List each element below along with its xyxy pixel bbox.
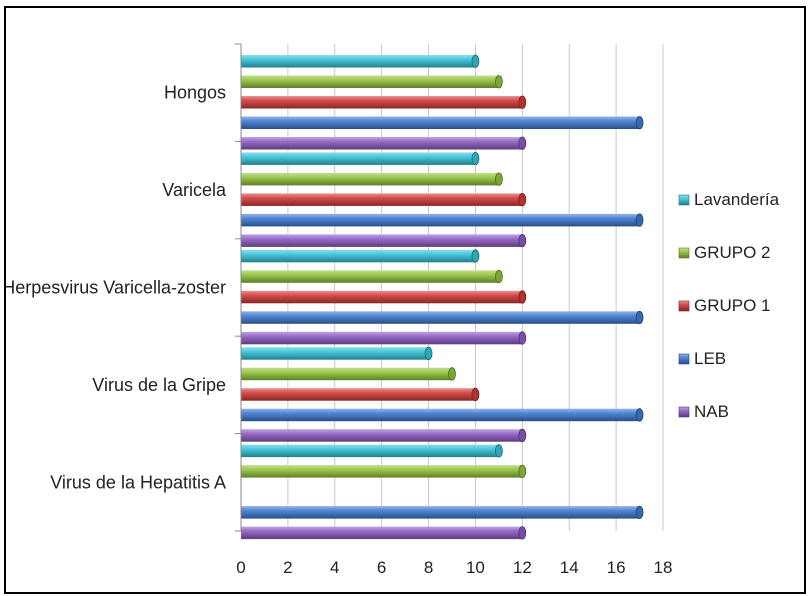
legend-label: LEB [694, 349, 726, 368]
x-tick-label-6: 6 [377, 558, 386, 577]
legend-label: GRUPO 2 [694, 243, 771, 262]
bar-nab-herpesvirus-varicella-zoster [241, 331, 527, 345]
bar-lavanderia-herpesvirus-varicella-zoster [241, 249, 480, 263]
x-tick-label-2: 2 [283, 558, 292, 577]
legend-label: NAB [694, 402, 729, 421]
bar-nab-virus-de-la-gripe [241, 428, 527, 443]
x-tick-label-0: 0 [236, 558, 245, 577]
bar-leb-virus-de-la-hepatitis-a [241, 505, 644, 520]
legend-item-lavanderia: Lavandería [678, 190, 780, 209]
x-tick-label-12: 12 [513, 558, 532, 577]
category-label-virus-de-la-gripe: Virus de la Gripe [92, 375, 226, 395]
bar-grupo-2-virus-de-la-hepatitis-a [241, 464, 527, 479]
bar-layer [241, 54, 644, 540]
axis-layer [235, 43, 242, 532]
bar-grupo-1-herpesvirus-varicella-zoster [241, 290, 527, 304]
category-label-hongos: Hongos [164, 83, 226, 103]
bar-grupo-2-virus-de-la-gripe [241, 367, 456, 381]
bar-lavanderia-varicela [241, 151, 480, 166]
legend-swatch [678, 247, 690, 259]
legend-label: GRUPO 1 [694, 296, 771, 315]
x-tick-label-10: 10 [466, 558, 485, 577]
x-tick-label-14: 14 [560, 558, 579, 577]
bar-grupo-1-hongos [241, 95, 527, 109]
bar-grupo-1-virus-de-la-gripe [241, 387, 480, 402]
bar-grupo-2-hongos [241, 75, 503, 89]
bar-leb-varicela [241, 213, 644, 227]
chart-svg: Virus de la Hepatitis A Virus de la Gripe… [6, 43, 780, 577]
category-label-herpesvirus-varicella-zoster: Herpesvirus Varicella-zoster [6, 278, 226, 298]
bar-nab-hongos [241, 136, 527, 150]
bar-lavanderia-virus-de-la-hepatitis-a [241, 444, 503, 458]
bar-grupo-2-herpesvirus-varicella-zoster [241, 269, 503, 284]
x-tick-label-18: 18 [654, 558, 673, 577]
legend-swatch [678, 406, 690, 418]
bar-leb-virus-de-la-gripe [241, 408, 644, 422]
legend-swatch [678, 300, 690, 312]
bar-grupo-1-varicela [241, 192, 527, 207]
category-label-virus-de-la-hepatitis-a: Virus de la Hepatitis A [50, 472, 226, 492]
label-layer: Virus de la Hepatitis A Virus de la Gripe… [6, 83, 672, 577]
bar-leb-hongos [241, 116, 644, 130]
legend-item-grupo-2: GRUPO 2 [678, 243, 771, 262]
bar-nab-varicela [241, 233, 527, 248]
bar-lavanderia-hongos [241, 54, 480, 68]
bar-lavanderia-virus-de-la-gripe [241, 346, 433, 361]
x-tick-label-4: 4 [330, 558, 339, 577]
x-tick-label-8: 8 [424, 558, 433, 577]
category-label-varicela: Varicela [162, 180, 227, 200]
legend-item-grupo-1: GRUPO 1 [678, 296, 771, 315]
legend-item-leb: LEB [678, 349, 726, 368]
chart-frame: Virus de la Hepatitis A Virus de la Gripe… [4, 6, 806, 594]
bar-nab-virus-de-la-hepatitis-a [241, 526, 527, 540]
legend-layer: Lavandería GRUPO 2 GRUPO 1 LEB NAB [678, 190, 780, 421]
legend-swatch [678, 194, 690, 206]
legend-item-nab: NAB [678, 402, 729, 421]
bar-leb-herpesvirus-varicella-zoster [241, 310, 644, 325]
legend-label: Lavandería [694, 190, 780, 209]
bar-grupo-2-varicela [241, 172, 503, 186]
x-tick-label-16: 16 [607, 558, 626, 577]
legend-swatch [678, 353, 690, 365]
